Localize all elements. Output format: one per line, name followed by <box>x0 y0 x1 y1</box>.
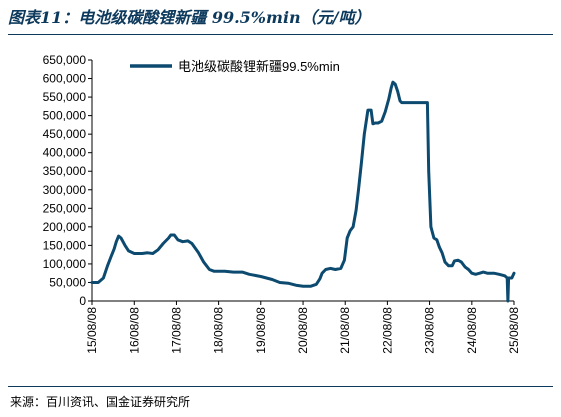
y-tick-label: 650,000 <box>43 53 87 67</box>
legend-label: 电池级碳酸锂新疆99.5%min <box>178 59 340 74</box>
y-tick-label: 450,000 <box>43 127 87 141</box>
y-tick-label: 100,000 <box>43 257 87 271</box>
y-tick-label: 300,000 <box>43 183 87 197</box>
x-tick-label: 23/08/08 <box>423 307 437 354</box>
x-tick-label: 21/08/08 <box>338 307 352 354</box>
y-tick-label: 0 <box>79 294 86 308</box>
y-tick-label: 150,000 <box>43 238 87 252</box>
y-tick-label: 550,000 <box>43 90 87 104</box>
chart-title: 图表11：电池级碳酸锂新疆 99.5%min（元/吨） <box>8 8 371 27</box>
x-tick-label: 16/08/08 <box>127 307 141 354</box>
chart-footer: 来源：百川资讯、国金证券研究所 <box>8 386 553 417</box>
x-tick-label: 17/08/08 <box>169 307 183 354</box>
line-chart: 0 50,000 100,000 150,000 200,000 250,000 300,0… <box>43 53 521 354</box>
y-tick-label: 200,000 <box>43 220 87 234</box>
x-tick-label: 22/08/08 <box>380 307 394 354</box>
x-tick-label: 18/08/08 <box>212 307 226 354</box>
series-line <box>90 80 516 303</box>
y-tick-label: 500,000 <box>43 109 87 123</box>
x-tick-label: 25/08/08 <box>507 307 521 354</box>
x-tick-label: 19/08/08 <box>254 307 268 354</box>
x-tick-label: 15/08/08 <box>85 307 99 354</box>
y-tick-label: 400,000 <box>43 146 87 160</box>
y-tick-label: 350,000 <box>43 164 87 178</box>
chart-header: 图表11：电池级碳酸锂新疆 99.5%min（元/吨） <box>8 0 553 35</box>
x-tick-label: 24/08/08 <box>465 307 479 354</box>
chart-area: 0 50,000 100,000 150,000 200,000 250,000 300,0… <box>0 38 561 388</box>
y-tick-label: 600,000 <box>43 72 87 86</box>
x-tick-label: 20/08/08 <box>296 307 310 354</box>
y-tick-label: 250,000 <box>43 201 87 215</box>
source-note: 来源：百川资讯、国金证券研究所 <box>10 395 191 409</box>
y-tick-label: 50,000 <box>49 275 86 289</box>
